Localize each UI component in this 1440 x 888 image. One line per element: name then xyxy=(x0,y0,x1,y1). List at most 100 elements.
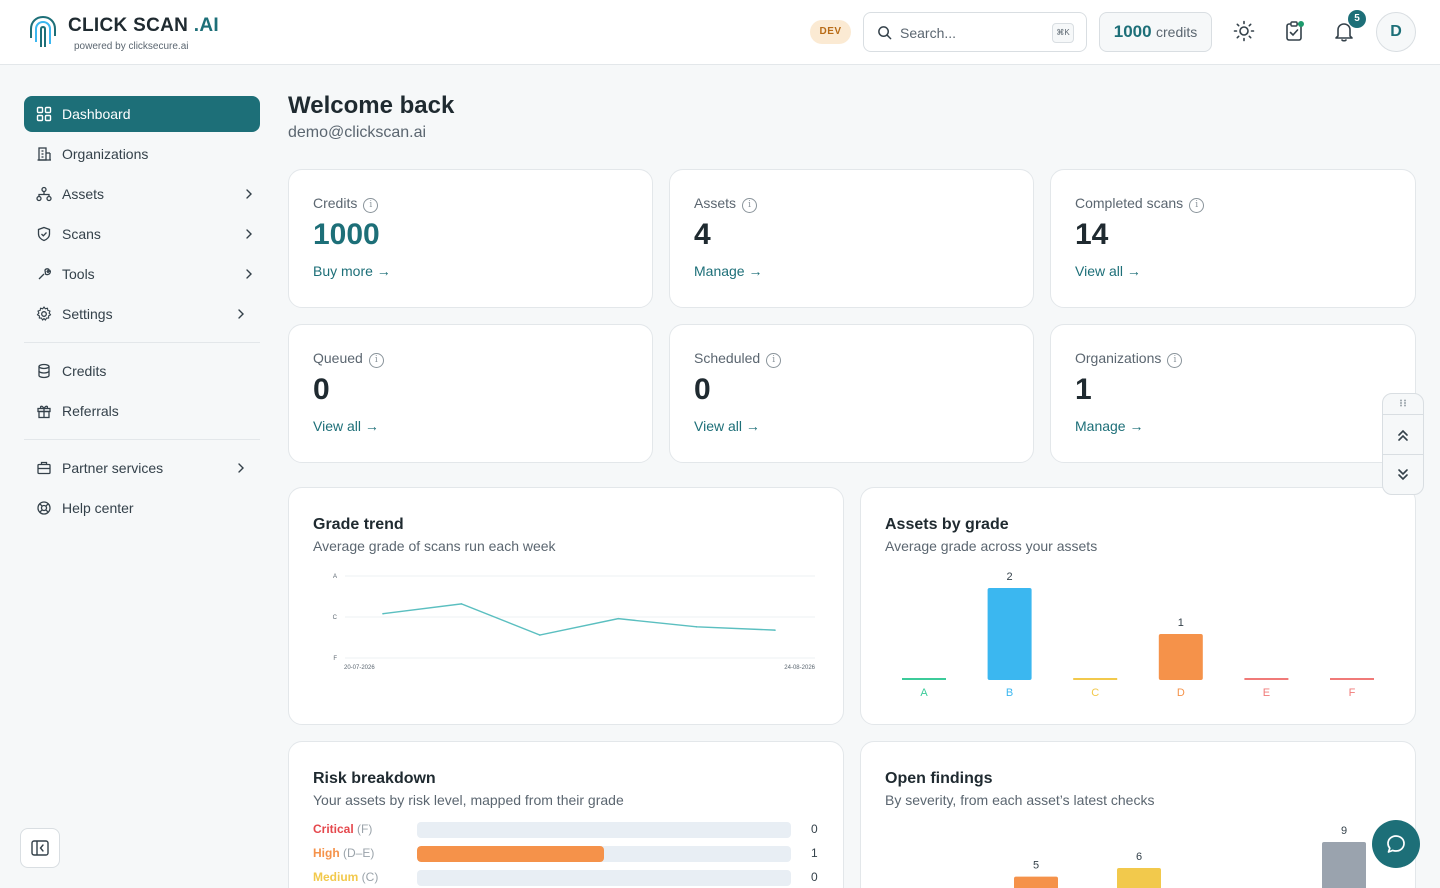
sidebar-item-assets[interactable]: Assets xyxy=(24,176,260,212)
stat-card-assets: Assets i 4 Manage → xyxy=(669,169,1034,308)
grade-bar[interactable] xyxy=(987,588,1032,680)
sidebar-item-referrals[interactable]: Referrals xyxy=(24,393,260,429)
view-all-queued-link[interactable]: View all → xyxy=(313,418,379,434)
trend-point xyxy=(382,612,384,615)
grade-bar[interactable] xyxy=(1073,678,1118,680)
drag-handle-icon[interactable] xyxy=(1398,399,1408,407)
stat-card-credits: Credits i 1000 Buy more → xyxy=(288,169,653,308)
network-icon xyxy=(36,186,52,202)
grade-bar[interactable] xyxy=(1330,678,1374,680)
grade-tick-label: E xyxy=(1263,687,1270,699)
sidebar-item-label: Tools xyxy=(62,266,95,282)
manage-organizations-link[interactable]: Manage → xyxy=(1075,418,1144,434)
chevrons-up-icon xyxy=(1398,429,1408,441)
scroll-top-button[interactable] xyxy=(1383,414,1423,454)
database-icon xyxy=(38,363,50,379)
info-icon[interactable]: i xyxy=(363,198,379,213)
risk-count: 0 xyxy=(811,822,818,836)
stat-label: Scheduled i xyxy=(694,350,782,368)
search-input[interactable] xyxy=(900,22,1040,44)
sidebar-item-settings[interactable]: Settings xyxy=(24,296,260,332)
risk-count: 1 xyxy=(811,846,818,860)
finding-bar[interactable] xyxy=(1014,876,1058,888)
panel-subtitle: Your assets by risk level, mapped from t… xyxy=(313,792,624,808)
stat-label: Queued i xyxy=(313,350,384,368)
risk-row: Critical (F) 0 xyxy=(313,820,823,840)
trend-point xyxy=(460,603,463,605)
scroll-bottom-button[interactable] xyxy=(1383,454,1423,494)
sidebar-item-label: Referrals xyxy=(62,403,119,419)
risk-breakdown-panel: Risk breakdown Your assets by risk level… xyxy=(288,741,844,888)
view-all-scans-link[interactable]: View all → xyxy=(1075,263,1141,279)
risk-level-label: High (D–E) xyxy=(313,846,375,860)
sidebar-item-help-center[interactable]: Help center xyxy=(24,490,260,526)
sidebar-item-dashboard[interactable]: Dashboard xyxy=(24,96,260,132)
manage-assets-link[interactable]: Manage → xyxy=(694,263,763,279)
clipboard-check-icon[interactable] xyxy=(1283,20,1305,42)
y-tick-label: C xyxy=(333,615,338,621)
sidebar-item-organizations[interactable]: Organizations xyxy=(24,136,260,172)
sidebar-item-label: Partner services xyxy=(62,460,164,476)
info-icon[interactable]: i xyxy=(1189,198,1205,213)
buy-more-link[interactable]: Buy more → xyxy=(313,263,391,279)
grade-bar[interactable] xyxy=(1158,634,1203,680)
building-icon xyxy=(37,147,51,161)
trend-point xyxy=(617,617,619,620)
chevron-right-icon xyxy=(246,189,252,199)
info-icon[interactable]: i xyxy=(766,353,782,368)
chevron-right-icon xyxy=(238,463,244,473)
view-all-scheduled-link[interactable]: View all → xyxy=(694,418,760,434)
panel-title: Open findings xyxy=(885,770,993,787)
x-tick-label: 20-07-2026 xyxy=(344,665,375,671)
briefcase-icon xyxy=(37,461,51,475)
stat-card-completed-scans: Completed scans i 14 View all → xyxy=(1050,169,1416,308)
sidebar-collapse-button[interactable] xyxy=(20,828,60,868)
sidebar-item-label: Credits xyxy=(62,363,107,379)
stat-label: Assets i xyxy=(694,195,758,213)
panel-title: Grade trend xyxy=(313,516,404,533)
sun-icon[interactable] xyxy=(1233,20,1255,42)
sidebar-item-scans[interactable]: Scans xyxy=(24,216,260,252)
panel-title: Risk breakdown xyxy=(313,770,436,787)
avatar[interactable]: D xyxy=(1376,12,1416,52)
fingerprint-logo-icon xyxy=(30,16,56,47)
powered-by: powered by clicksecure.ai xyxy=(74,41,189,52)
info-icon[interactable]: i xyxy=(1167,353,1183,368)
grade-bar[interactable] xyxy=(1244,678,1289,680)
sidebar-item-partner-services[interactable]: Partner services xyxy=(24,450,260,486)
credits-button[interactable]: 1000 credits xyxy=(1099,12,1212,52)
finding-bar[interactable] xyxy=(1117,868,1161,888)
sidebar-item-label: Organizations xyxy=(62,146,149,162)
brand-main: CLICK SCAN xyxy=(68,15,189,36)
brand-name[interactable]: CLICK SCAN .AI xyxy=(68,15,219,37)
sidebar-item-label: Dashboard xyxy=(62,106,131,122)
bar-value-label: 5 xyxy=(1033,860,1039,872)
lifebuoy-icon xyxy=(37,501,51,515)
stat-label: Credits i xyxy=(313,195,379,213)
grade-bar[interactable] xyxy=(902,678,946,680)
panel-subtitle: Average grade across your assets xyxy=(885,538,1098,554)
chat-button[interactable] xyxy=(1372,820,1420,868)
search-box[interactable]: ⌘K xyxy=(863,12,1087,52)
user-email: demo@clickscan.ai xyxy=(288,124,427,141)
risk-bar-track xyxy=(417,846,791,862)
stat-label: Completed scans i xyxy=(1075,195,1205,213)
sidebar-item-tools[interactable]: Tools xyxy=(24,256,260,292)
risk-bar-track xyxy=(417,870,791,886)
top-header: CLICK SCAN .AI powered by clicksecure.ai… xyxy=(0,0,1440,65)
sidebar-divider xyxy=(24,439,260,440)
stat-value: 4 xyxy=(694,218,711,251)
sidebar-item-credits[interactable]: Credits xyxy=(24,353,260,389)
risk-level-label: Critical (F) xyxy=(313,822,373,836)
open-findings-chart: 5 6 9 xyxy=(1014,825,1366,888)
risk-row: Medium (C) 0 xyxy=(313,868,823,888)
risk-grade-label: (C) xyxy=(361,870,379,884)
chevron-right-icon xyxy=(238,309,244,319)
finding-bar[interactable] xyxy=(1322,842,1366,888)
scroll-controls xyxy=(1382,393,1424,495)
info-icon[interactable]: i xyxy=(742,198,758,213)
info-icon[interactable]: i xyxy=(368,353,384,368)
bell-icon[interactable] xyxy=(1333,20,1355,42)
sidebar-toggle-icon xyxy=(31,840,49,856)
chevron-right-icon xyxy=(246,269,252,279)
